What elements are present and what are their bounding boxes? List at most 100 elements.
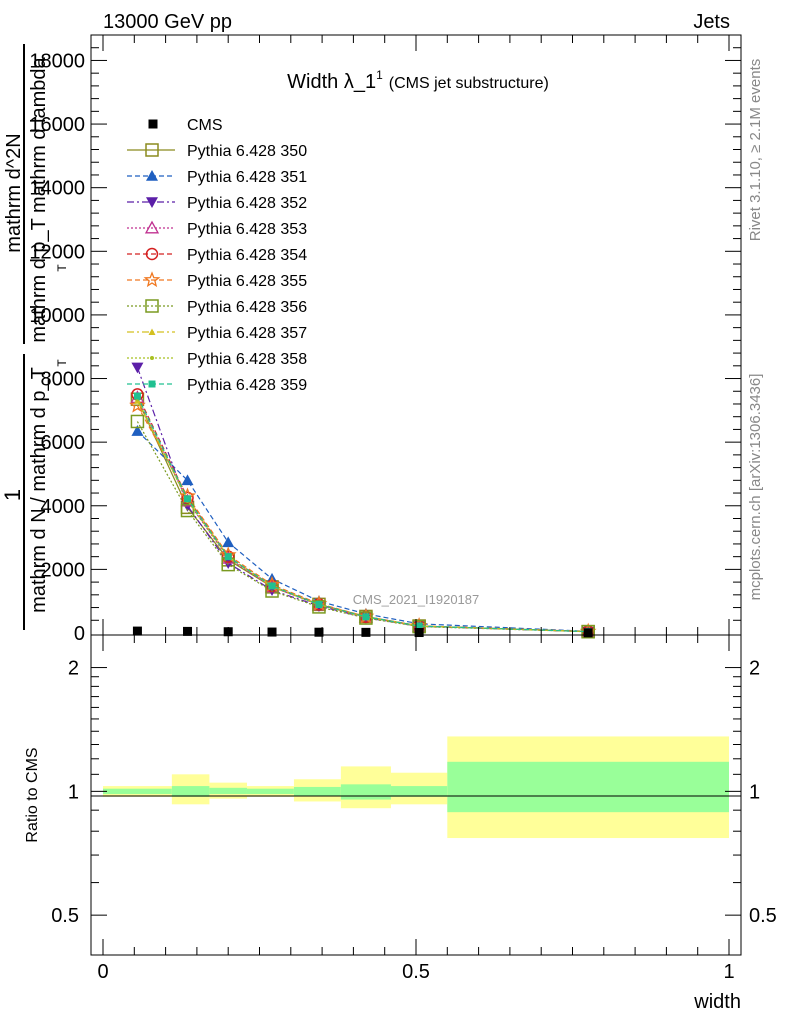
ratio-tick-label-right: 0.5 xyxy=(749,905,777,927)
ratio-band-inner xyxy=(447,761,729,813)
y-label-sub-t-2: T xyxy=(55,359,69,367)
ratio-tick-label-right: 1 xyxy=(749,781,760,803)
x-axis-ticks: 0 0.5 1 xyxy=(97,35,735,983)
marker-square xyxy=(183,626,193,636)
legend-item-8: Pythia 6.428 358 xyxy=(127,351,307,368)
x-tick-label: 1 xyxy=(723,961,734,983)
legend-item-0: Pythia 6.428 350 xyxy=(127,143,307,160)
series-line xyxy=(136,430,589,632)
ratio-band-inner xyxy=(246,788,294,795)
legend-label: Pythia 6.428 355 xyxy=(187,273,307,290)
ratio-panel: 0.5 0.5 1 1 2 2 xyxy=(51,634,777,956)
legend-label: Pythia 6.428 352 xyxy=(187,195,307,212)
marker-square xyxy=(361,627,371,637)
legend-label: Pythia 6.428 358 xyxy=(187,351,307,368)
legend-item-1: Pythia 6.428 351 xyxy=(127,169,307,186)
marker-circle xyxy=(145,247,159,261)
y-zero-label: 0 xyxy=(74,623,85,645)
legend-label: CMS xyxy=(187,117,223,134)
marker-square xyxy=(148,119,158,129)
legend-item-cms: CMS xyxy=(148,117,223,134)
ratio-band-inner xyxy=(103,788,172,795)
ratio-ticks: 0.5 0.5 1 1 2 2 xyxy=(51,658,777,928)
marker-square xyxy=(133,392,141,400)
ratio-y-label: Ratio to CMS xyxy=(24,747,41,842)
ratio-band-inner xyxy=(390,786,448,797)
marker-square xyxy=(583,628,593,638)
marker-square xyxy=(362,613,370,621)
mcplots-label: mcplots.cern.ch [arXiv:1306.3436] xyxy=(747,374,764,601)
marker-triangle xyxy=(148,328,156,335)
chart-title: Width λ_11 (CMS jet substructure) xyxy=(287,68,549,93)
series-line xyxy=(136,398,589,633)
marker-square xyxy=(132,626,142,636)
y-label-fraction-one: 1 xyxy=(0,489,25,501)
ratio-band-inner xyxy=(171,786,210,797)
marker-square xyxy=(315,601,323,609)
marker-triangle xyxy=(181,474,194,486)
ratio-band-inner xyxy=(340,784,391,800)
legend-item-5: Pythia 6.428 355 xyxy=(127,271,307,290)
legend-item-4: Pythia 6.428 354 xyxy=(127,247,307,264)
y-label-fraction-denominator: mathrm d N / mathrm d p_T xyxy=(28,367,50,613)
y-tick-label: 12000 xyxy=(29,241,85,263)
y-label-sub-t-1: T xyxy=(55,264,69,272)
marker-square xyxy=(267,627,277,637)
legend-label: Pythia 6.428 357 xyxy=(187,325,307,342)
legend-label: Pythia 6.428 359 xyxy=(187,377,307,394)
main-series-group xyxy=(129,362,597,639)
y-tick-label: 2000 xyxy=(41,559,86,581)
marker-square xyxy=(224,553,232,561)
y-tick-label: 8000 xyxy=(41,369,86,391)
marker-square xyxy=(145,299,159,313)
chart-title-sup: 1 xyxy=(376,68,383,82)
marker-dot xyxy=(150,356,154,360)
legend-item-3: Pythia 6.428 353 xyxy=(127,220,307,238)
legend: CMS Pythia 6.428 350 Pythia 6.428 351 Pythi… xyxy=(127,117,307,394)
marker-triangle xyxy=(131,362,144,374)
marker-square xyxy=(180,503,195,518)
ratio-tick-label-right: 2 xyxy=(749,658,760,680)
legend-label: Pythia 6.428 350 xyxy=(187,143,307,160)
ratio-tick-label: 2 xyxy=(68,658,79,680)
y-tick-label: 4000 xyxy=(41,496,86,518)
marker-square xyxy=(148,380,156,388)
y-tick-label: 6000 xyxy=(41,432,86,454)
marker-square xyxy=(145,143,159,157)
marker-square xyxy=(268,582,276,590)
marker-square xyxy=(415,622,423,630)
ratio-band-inner xyxy=(209,787,247,795)
legend-label: Pythia 6.428 354 xyxy=(187,247,307,264)
chart-title-main: Width λ_1 xyxy=(287,71,376,93)
marker-triangle xyxy=(131,425,144,436)
watermark: CMS_2021_I1920187 xyxy=(353,592,480,607)
legend-item-6: Pythia 6.428 356 xyxy=(127,299,307,316)
legend-item-7: Pythia 6.428 357 xyxy=(127,325,307,342)
header-energy: 13000 GeV pp xyxy=(103,11,232,33)
main-y-ticks: 2000 4000 6000 8000 10000 12000 14000 16000 1800… xyxy=(29,47,741,645)
chart-title-sub: (CMS jet substructure) xyxy=(389,75,549,92)
marker-square xyxy=(414,628,424,638)
header-jets: Jets xyxy=(693,11,730,33)
x-tick-label: 0.5 xyxy=(402,961,430,983)
legend-item-2: Pythia 6.428 352 xyxy=(127,195,307,212)
marker-triangle xyxy=(146,170,158,181)
marker-square xyxy=(314,627,324,637)
y-label-numerator-top: mathrm d^2N xyxy=(3,133,25,252)
ratio-tick-label: 1 xyxy=(68,781,79,803)
marker-star xyxy=(143,271,161,288)
marker-triangle xyxy=(222,536,235,548)
y-tick-label: 10000 xyxy=(29,305,85,327)
marker-square xyxy=(130,414,145,429)
ratio-tick-label: 0.5 xyxy=(51,905,79,927)
y-label-numerator-bottom: mathrm d p_T mathrm d lambda xyxy=(28,56,50,342)
marker-circle xyxy=(181,491,194,505)
legend-label: Pythia 6.428 353 xyxy=(187,221,307,238)
ratio-band-inner xyxy=(293,786,341,796)
x-tick-label: 0 xyxy=(97,961,108,983)
marker-triangle xyxy=(146,197,158,208)
marker-star xyxy=(129,396,146,413)
y-tick-label: 14000 xyxy=(29,178,85,200)
y-tick-label: 16000 xyxy=(29,114,85,136)
